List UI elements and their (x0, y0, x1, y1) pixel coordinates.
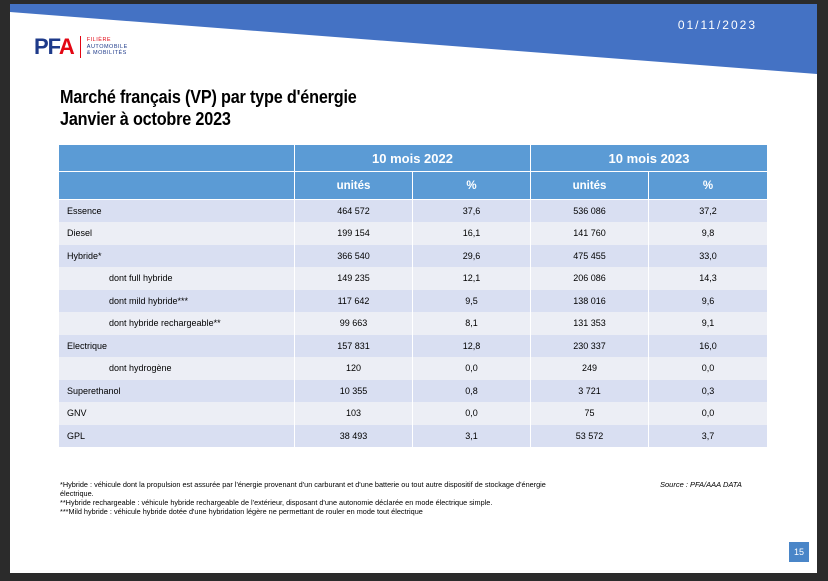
cell-units-2022: 149 235 (294, 267, 413, 290)
cell-units-2023: 131 353 (530, 312, 650, 335)
header-period-2023: 10 mois 2023 (530, 144, 769, 172)
cell-pct-2022: 0,0 (411, 402, 532, 425)
logo-text: FILIÈRE AUTOMOBILE & MOBILITÉS (86, 37, 128, 57)
row-label: dont full hybride (58, 267, 295, 290)
cell-pct-2022: 29,6 (411, 244, 532, 267)
row-label: GNV (58, 402, 295, 425)
cell-pct-2022: 8,1 (411, 312, 532, 335)
cell-units-2022: 99 663 (294, 312, 413, 335)
cell-units-2022: 10 355 (294, 379, 413, 402)
footnote-hybride: *Hybride : véhicule dont la propulsion e… (60, 480, 546, 498)
table-row: dont full hybride 149 235 12,1 206 086 14,3 (58, 267, 769, 290)
footnote-mild-hybride: ***Mild hybride : véhicule hybride dotée… (60, 507, 423, 516)
cell-pct-2022: 16,1 (411, 222, 532, 245)
row-label: Superethanol (58, 379, 295, 402)
table-header-periods: 10 mois 2022 10 mois 2023 (58, 144, 769, 172)
header-period-2022: 10 mois 2022 (293, 144, 532, 172)
cell-units-2022: 117 642 (294, 289, 413, 312)
title-line-1: Marché français (VP) par type d'énergie (60, 87, 357, 107)
cell-pct-2022: 12,8 (411, 334, 532, 357)
cell-units-2023: 53 572 (530, 424, 650, 447)
slide-title: Marché français (VP) par type d'énergie … (60, 86, 357, 130)
cell-pct-2023: 14,3 (648, 267, 769, 290)
cell-pct-2023: 0,3 (648, 379, 769, 402)
row-label: GPL (58, 424, 295, 447)
footnotes: *Hybride : véhicule dont la propulsion e… (60, 480, 560, 516)
cell-units-2023: 138 016 (530, 289, 650, 312)
header-units-2022: unités (294, 171, 413, 200)
cell-units-2023: 206 086 (530, 267, 650, 290)
slide: 01/11/2023 PFA FILIÈRE AUTOMOBILE & MOBI… (10, 4, 817, 573)
cell-units-2022: 464 572 (294, 199, 413, 222)
title-line-2: Janvier à octobre 2023 (60, 109, 231, 129)
row-label: dont hydrogène (58, 357, 295, 380)
table-row: Superethanol 10 355 0,8 3 721 0,3 (58, 379, 769, 402)
table-row: Diesel 199 154 16,1 141 760 9,8 (58, 222, 769, 245)
header-empty-2 (58, 171, 295, 200)
cell-units-2023: 475 455 (530, 244, 650, 267)
table-row: dont hybride rechargeable** 99 663 8,1 131 … (58, 312, 769, 335)
header-empty (58, 144, 295, 172)
cell-pct-2023: 37,2 (648, 199, 769, 222)
table-row: GPL 38 493 3,1 53 572 3,7 (58, 424, 769, 447)
cell-units-2023: 141 760 (530, 222, 650, 245)
page-number: 15 (789, 542, 809, 562)
table-row: Electrique 157 831 12,8 230 337 16,0 (58, 334, 769, 357)
energy-market-table: 10 mois 2022 10 mois 2023 unités % unité… (58, 144, 769, 447)
row-label: Diesel (58, 222, 295, 245)
cell-pct-2023: 0,0 (648, 402, 769, 425)
cell-units-2022: 38 493 (294, 424, 413, 447)
cell-units-2023: 3 721 (530, 379, 650, 402)
cell-units-2022: 120 (294, 357, 413, 380)
cell-units-2022: 366 540 (294, 244, 413, 267)
cell-pct-2023: 9,1 (648, 312, 769, 335)
cell-units-2023: 230 337 (530, 334, 650, 357)
cell-units-2023: 536 086 (530, 199, 650, 222)
footnote-hybride-rechargeable: **Hybride rechargeable : véhicule hybrid… (60, 498, 493, 507)
cell-pct-2023: 3,7 (648, 424, 769, 447)
row-label: Hybride* (58, 244, 295, 267)
header-pct-2022: % (411, 171, 532, 200)
header-units-2023: unités (530, 171, 650, 200)
logo-mark: PFA (34, 34, 75, 59)
table-row: Essence 464 572 37,6 536 086 37,2 (58, 199, 769, 222)
cell-pct-2023: 9,6 (648, 289, 769, 312)
row-label: Electrique (58, 334, 295, 357)
header-pct-2023: % (648, 171, 769, 200)
cell-pct-2023: 0,0 (648, 357, 769, 380)
source-note: Source : PFA/AAA DATA (660, 480, 742, 489)
slide-date: 01/11/2023 (677, 18, 757, 32)
table-header-columns: unités % unités % (58, 171, 769, 200)
cell-pct-2022: 12,1 (411, 267, 532, 290)
cell-pct-2022: 3,1 (411, 424, 532, 447)
cell-pct-2022: 0,8 (411, 379, 532, 402)
cell-units-2023: 249 (530, 357, 650, 380)
cell-units-2022: 103 (294, 402, 413, 425)
cell-units-2022: 199 154 (294, 222, 413, 245)
row-label: dont hybride rechargeable** (58, 312, 295, 335)
pfa-logo: PFA FILIÈRE AUTOMOBILE & MOBILITÉS (34, 32, 128, 62)
header-banner (10, 4, 817, 74)
table-row: GNV 103 0,0 75 0,0 (58, 402, 769, 425)
cell-pct-2022: 9,5 (411, 289, 532, 312)
cell-pct-2023: 33,0 (648, 244, 769, 267)
table-row: dont hydrogène 120 0,0 249 0,0 (58, 357, 769, 380)
cell-pct-2022: 0,0 (411, 357, 532, 380)
row-label: dont mild hybride*** (58, 289, 295, 312)
cell-pct-2023: 9,8 (648, 222, 769, 245)
logo-separator (79, 36, 81, 58)
table-row: dont mild hybride*** 117 642 9,5 138 016 9,6 (58, 289, 769, 312)
table-row: Hybride* 366 540 29,6 475 455 33,0 (58, 244, 769, 267)
cell-pct-2022: 37,6 (411, 199, 532, 222)
cell-pct-2023: 16,0 (648, 334, 769, 357)
cell-units-2023: 75 (530, 402, 650, 425)
row-label: Essence (58, 199, 295, 222)
cell-units-2022: 157 831 (294, 334, 413, 357)
